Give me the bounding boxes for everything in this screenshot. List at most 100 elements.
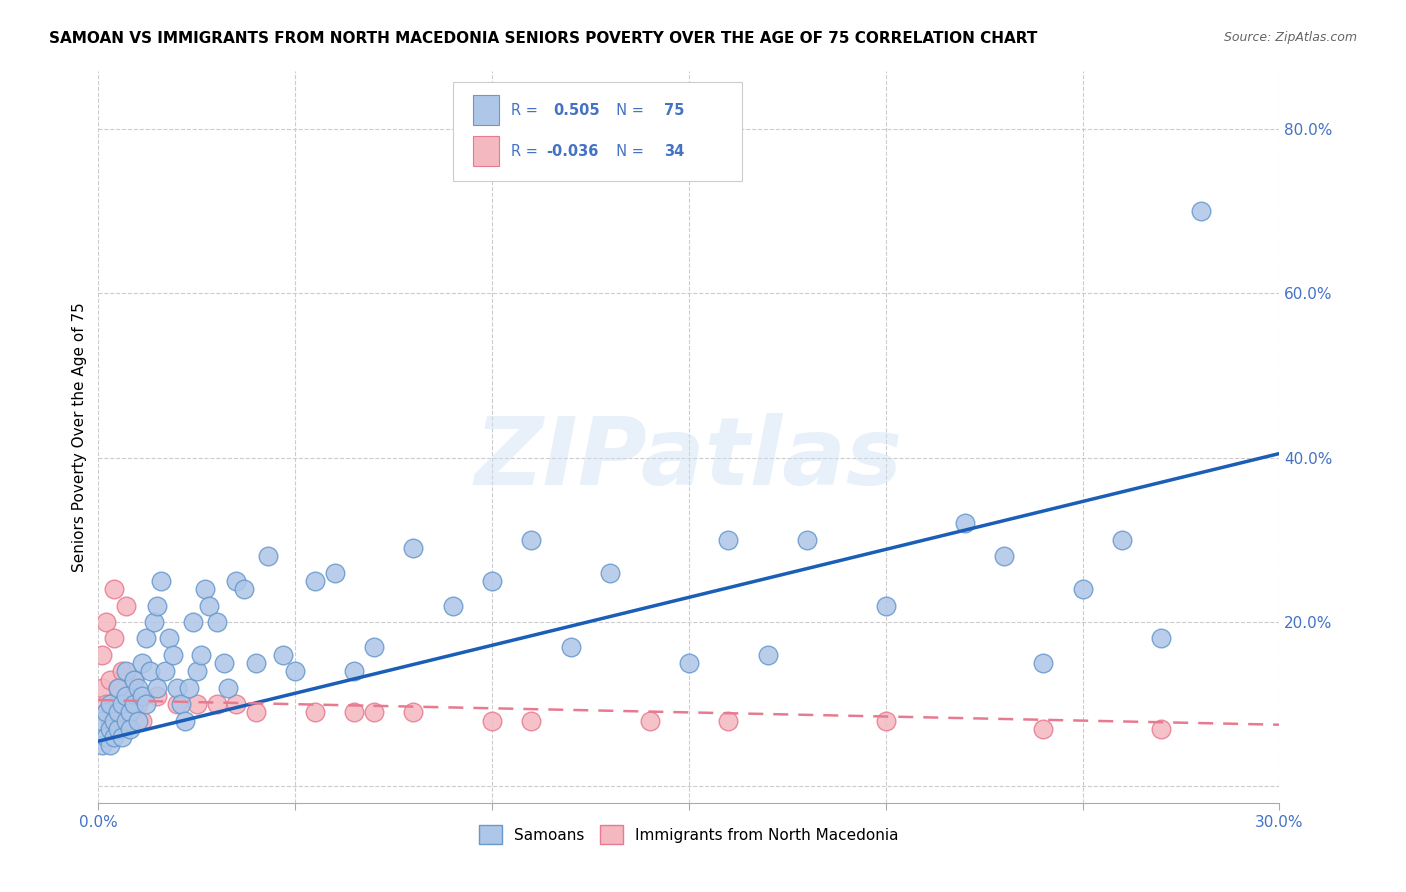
- Point: [103, 714, 125, 728]
- Text: ZIPatlas: ZIPatlas: [475, 413, 903, 505]
- Point: [1111, 533, 1133, 547]
- Point: [103, 582, 125, 596]
- FancyBboxPatch shape: [453, 82, 742, 181]
- Point: [96, 706, 118, 720]
- Point: [343, 706, 366, 720]
- Text: N =: N =: [607, 144, 650, 159]
- Point: [103, 632, 125, 646]
- Point: [1189, 204, 1212, 219]
- Point: [107, 681, 129, 695]
- Point: [127, 714, 149, 728]
- Point: [111, 697, 134, 711]
- Point: [142, 615, 165, 629]
- Point: [107, 697, 129, 711]
- Point: [115, 665, 138, 679]
- Point: [402, 706, 425, 720]
- Point: [115, 714, 138, 728]
- Point: [481, 574, 503, 588]
- Point: [678, 656, 700, 670]
- Text: SAMOAN VS IMMIGRANTS FROM NORTH MACEDONIA SENIORS POVERTY OVER THE AGE OF 75 COR: SAMOAN VS IMMIGRANTS FROM NORTH MACEDONI…: [49, 31, 1038, 46]
- Point: [135, 697, 157, 711]
- Point: [127, 697, 149, 711]
- Point: [217, 681, 239, 695]
- Point: [233, 582, 256, 596]
- Point: [131, 689, 153, 703]
- Bar: [472, 95, 499, 126]
- Point: [150, 574, 173, 588]
- Point: [146, 681, 169, 695]
- Point: [127, 681, 149, 695]
- Point: [162, 648, 184, 662]
- Point: [402, 541, 425, 555]
- Point: [98, 722, 121, 736]
- Point: [96, 697, 118, 711]
- Point: [717, 533, 740, 547]
- Point: [304, 706, 326, 720]
- Point: [111, 665, 134, 679]
- Point: [122, 673, 145, 687]
- Point: [560, 640, 582, 654]
- Point: [284, 665, 307, 679]
- Point: [91, 714, 114, 728]
- Point: [363, 706, 385, 720]
- Point: [520, 714, 543, 728]
- Text: N =: N =: [607, 103, 650, 118]
- Point: [146, 689, 169, 703]
- Point: [214, 656, 236, 670]
- Point: [166, 697, 188, 711]
- Point: [273, 648, 295, 662]
- Point: [194, 582, 217, 596]
- Point: [91, 739, 114, 753]
- Point: [91, 648, 114, 662]
- Point: [138, 665, 160, 679]
- Point: [343, 665, 366, 679]
- Text: -0.036: -0.036: [546, 144, 599, 159]
- Point: [115, 599, 138, 613]
- Point: [304, 574, 326, 588]
- Point: [520, 533, 543, 547]
- Point: [107, 681, 129, 695]
- Point: [131, 656, 153, 670]
- Point: [96, 730, 118, 744]
- Point: [796, 533, 818, 547]
- Point: [225, 697, 247, 711]
- Text: 0.505: 0.505: [553, 103, 600, 118]
- Point: [186, 665, 208, 679]
- Point: [875, 599, 897, 613]
- Point: [98, 739, 121, 753]
- Bar: [472, 136, 499, 167]
- Point: [205, 615, 228, 629]
- Y-axis label: Seniors Poverty Over the Age of 75: Seniors Poverty Over the Age of 75: [72, 302, 87, 572]
- Point: [131, 714, 153, 728]
- Point: [875, 714, 897, 728]
- Point: [115, 706, 138, 720]
- Point: [205, 697, 228, 711]
- Text: 34: 34: [664, 144, 685, 159]
- Point: [122, 673, 145, 687]
- Point: [186, 697, 208, 711]
- Point: [111, 730, 134, 744]
- Point: [135, 632, 157, 646]
- Point: [363, 640, 385, 654]
- Point: [91, 681, 114, 695]
- Text: Source: ZipAtlas.com: Source: ZipAtlas.com: [1223, 31, 1357, 45]
- Point: [118, 706, 141, 720]
- Legend: Samoans, Immigrants from North Macedonia: Samoans, Immigrants from North Macedonia: [472, 819, 905, 850]
- Text: R =: R =: [510, 103, 547, 118]
- Point: [166, 681, 188, 695]
- Point: [1071, 582, 1094, 596]
- Point: [953, 516, 976, 531]
- Point: [638, 714, 661, 728]
- Point: [174, 714, 197, 728]
- Point: [245, 706, 267, 720]
- Point: [107, 722, 129, 736]
- Point: [98, 673, 121, 687]
- Point: [157, 632, 180, 646]
- Point: [256, 549, 278, 564]
- Point: [323, 566, 346, 580]
- Point: [756, 648, 779, 662]
- Point: [118, 689, 141, 703]
- Point: [181, 615, 204, 629]
- Point: [146, 599, 169, 613]
- Point: [1032, 656, 1054, 670]
